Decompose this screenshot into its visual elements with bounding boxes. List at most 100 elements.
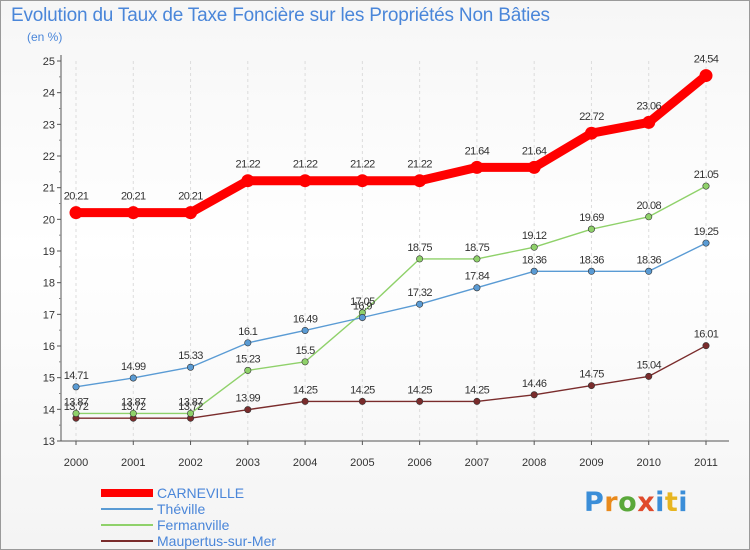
data-label-3-10: 15.04 bbox=[636, 359, 661, 371]
data-label-3-6: 14.25 bbox=[407, 384, 432, 396]
data-label-3-11: 16.01 bbox=[694, 329, 719, 341]
data-label-2-4: 15.5 bbox=[296, 345, 315, 357]
y-tick-label-5: 18 bbox=[43, 278, 55, 290]
series-point-1-8 bbox=[530, 267, 538, 275]
series-point-1-3 bbox=[244, 339, 252, 347]
data-label-1-10: 18.36 bbox=[636, 254, 661, 266]
series-point-1-11 bbox=[702, 239, 710, 247]
data-label-3-5: 14.25 bbox=[350, 384, 375, 396]
series-point-3-3 bbox=[244, 406, 252, 414]
y-tick-label-10: 23 bbox=[43, 119, 55, 131]
series-point-2-11 bbox=[702, 182, 710, 190]
data-label-3-8: 14.46 bbox=[522, 378, 547, 390]
legend-label-theville: Théville bbox=[157, 501, 206, 517]
series-point-3-5 bbox=[358, 397, 366, 405]
series-point-1-1 bbox=[129, 374, 137, 382]
data-label-2-3: 15.23 bbox=[236, 353, 261, 365]
series-line-3 bbox=[75, 344, 707, 419]
series-point-2-9 bbox=[587, 225, 595, 233]
series-point-1-2 bbox=[187, 363, 195, 371]
brand-logo: Proxiti bbox=[584, 487, 689, 518]
x-tick-label-3: 2003 bbox=[236, 457, 260, 469]
y-tick-label-4: 17 bbox=[43, 309, 55, 321]
legend-swatch-fermanville bbox=[101, 524, 153, 526]
y-tick-label-0: 13 bbox=[43, 436, 55, 448]
legend-swatch-carneville bbox=[101, 489, 153, 497]
series-point-3-11 bbox=[702, 342, 710, 350]
y-tick-label-7: 20 bbox=[43, 214, 55, 226]
series-point-0-11 bbox=[699, 69, 713, 83]
series-point-2-3 bbox=[244, 366, 252, 374]
data-labels: 13.72 13.72 13.72 13.99 14.25 14.25 14.25 14.25… bbox=[64, 54, 720, 414]
data-label-0-7: 21.64 bbox=[465, 145, 490, 157]
series-point-1-7 bbox=[473, 284, 481, 292]
series-point-2-6 bbox=[416, 255, 424, 263]
data-label-0-2: 20.21 bbox=[178, 191, 203, 203]
series-point-3-10 bbox=[645, 372, 653, 380]
series-point-2-2 bbox=[187, 409, 195, 417]
data-label-3-3: 13.99 bbox=[236, 393, 261, 405]
data-label-1-2: 15.33 bbox=[178, 350, 203, 362]
series-point-3-6 bbox=[416, 397, 424, 405]
data-label-1-4: 16.49 bbox=[293, 313, 318, 325]
data-label-1-0: 14.71 bbox=[64, 370, 89, 382]
x-tick-label-7: 2007 bbox=[465, 457, 489, 469]
data-label-0-11: 24.54 bbox=[694, 54, 719, 66]
legend-swatch-theville bbox=[101, 508, 153, 510]
y-tick-label-8: 21 bbox=[43, 183, 55, 195]
y-tick-label-1: 14 bbox=[43, 404, 55, 416]
data-label-3-1: 13.72 bbox=[121, 401, 146, 413]
y-tick-label-11: 24 bbox=[43, 88, 55, 100]
data-label-2-6: 18.75 bbox=[407, 242, 432, 254]
series-point-2-10 bbox=[645, 213, 653, 221]
data-label-0-10: 23.06 bbox=[636, 100, 661, 112]
data-label-0-0: 20.21 bbox=[64, 191, 89, 203]
series-point-2-0 bbox=[72, 409, 80, 417]
data-label-3-7: 14.25 bbox=[465, 384, 490, 396]
series-point-2-8 bbox=[530, 243, 538, 251]
data-label-2-10: 20.08 bbox=[636, 200, 661, 212]
x-tick-label-1: 2001 bbox=[121, 457, 145, 469]
data-label-1-7: 17.84 bbox=[465, 271, 490, 283]
data-label-1-1: 14.99 bbox=[121, 361, 146, 373]
series-line-2 bbox=[75, 185, 707, 415]
data-label-1-8: 18.36 bbox=[522, 254, 547, 266]
x-tick-label-0: 2000 bbox=[64, 457, 88, 469]
series-point-1-10 bbox=[645, 267, 653, 275]
series-point-0-7 bbox=[470, 160, 484, 174]
data-label-3-2: 13.72 bbox=[178, 401, 203, 413]
data-label-0-8: 21.64 bbox=[522, 145, 547, 157]
series-point-3-8 bbox=[530, 391, 538, 399]
x-tick-label-2: 2002 bbox=[178, 457, 202, 469]
data-label-1-9: 18.36 bbox=[579, 254, 604, 266]
series-point-0-0 bbox=[69, 206, 83, 220]
axes: 13 14 15 16 17 18 19 20 21 22 23 24 25 2000 2001 2002 20… bbox=[43, 55, 729, 469]
series-point-1-6 bbox=[416, 300, 424, 308]
legend-label-carneville: CARNEVILLE bbox=[157, 485, 245, 501]
x-tick-label-4: 2004 bbox=[293, 457, 317, 469]
data-label-2-1: 13.87 bbox=[121, 396, 146, 408]
data-label-2-0: 13.87 bbox=[64, 396, 89, 408]
data-label-3-9: 14.75 bbox=[579, 369, 604, 381]
data-label-2-8: 19.12 bbox=[522, 230, 547, 242]
data-label-2-2: 13.87 bbox=[178, 396, 203, 408]
series-point-0-10 bbox=[642, 115, 656, 129]
data-label-1-11: 19.25 bbox=[694, 226, 719, 238]
series-line-0 bbox=[71, 71, 711, 218]
series-point-0-4 bbox=[298, 174, 312, 188]
series-point-0-3 bbox=[241, 174, 255, 188]
series-point-0-1 bbox=[126, 206, 140, 220]
data-label-1-3: 16.1 bbox=[238, 326, 257, 338]
data-label-0-1: 20.21 bbox=[121, 191, 146, 203]
y-tick-label-3: 16 bbox=[43, 341, 55, 353]
series-point-1-4 bbox=[301, 326, 309, 334]
x-tick-label-10: 2010 bbox=[636, 457, 660, 469]
series-line-1 bbox=[75, 242, 707, 388]
x-tick-label-6: 2006 bbox=[407, 457, 431, 469]
y-tick-label-9: 22 bbox=[43, 151, 55, 163]
series-point-2-4 bbox=[301, 358, 309, 366]
series-point-1-9 bbox=[587, 267, 595, 275]
data-label-0-5: 21.22 bbox=[350, 159, 375, 171]
